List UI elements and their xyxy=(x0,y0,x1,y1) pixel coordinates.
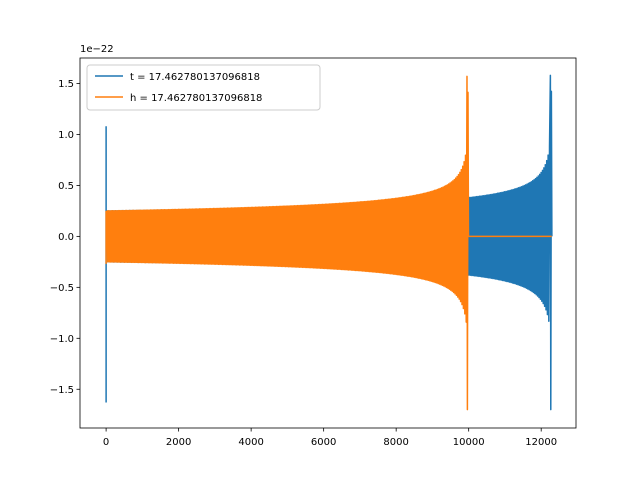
x-tick-label: 0 xyxy=(103,437,109,448)
x-axis: 0 2000 4000 6000 8000 10000 12000 xyxy=(103,428,557,448)
legend-label-series-t: t = 17.462780137096818 xyxy=(130,72,260,83)
legend-label-series-h: h = 17.462780137096818 xyxy=(130,93,262,104)
x-tick-label: 2000 xyxy=(166,437,191,448)
series-line-h xyxy=(105,75,552,411)
x-tick-label: 6000 xyxy=(311,437,336,448)
y-tick-label: 1.0 xyxy=(58,130,74,141)
legend-box xyxy=(86,64,321,111)
y-tick-label: 0.5 xyxy=(58,181,74,192)
y-tick-label: 1.5 xyxy=(58,79,74,90)
y-tick-label: −0.5 xyxy=(50,283,74,294)
legend: t = 17.462780137096818 h = 17.4627801370… xyxy=(86,64,321,111)
y-axis: −1.5 −1.0 −0.5 0.0 0.5 1.0 1.5 xyxy=(50,79,80,396)
y-tick-label: 0.0 xyxy=(58,232,74,243)
x-tick-label: 10000 xyxy=(453,437,485,448)
series-layer xyxy=(105,74,553,411)
y-offset-label: 1e−22 xyxy=(80,44,114,55)
x-tick-label: 12000 xyxy=(525,437,557,448)
y-tick-label: −1.0 xyxy=(50,334,74,345)
plot-area-frame xyxy=(79,57,577,429)
x-tick-label: 8000 xyxy=(383,437,408,448)
x-tick-label: 4000 xyxy=(238,437,263,448)
y-tick-label: −1.5 xyxy=(50,385,74,396)
